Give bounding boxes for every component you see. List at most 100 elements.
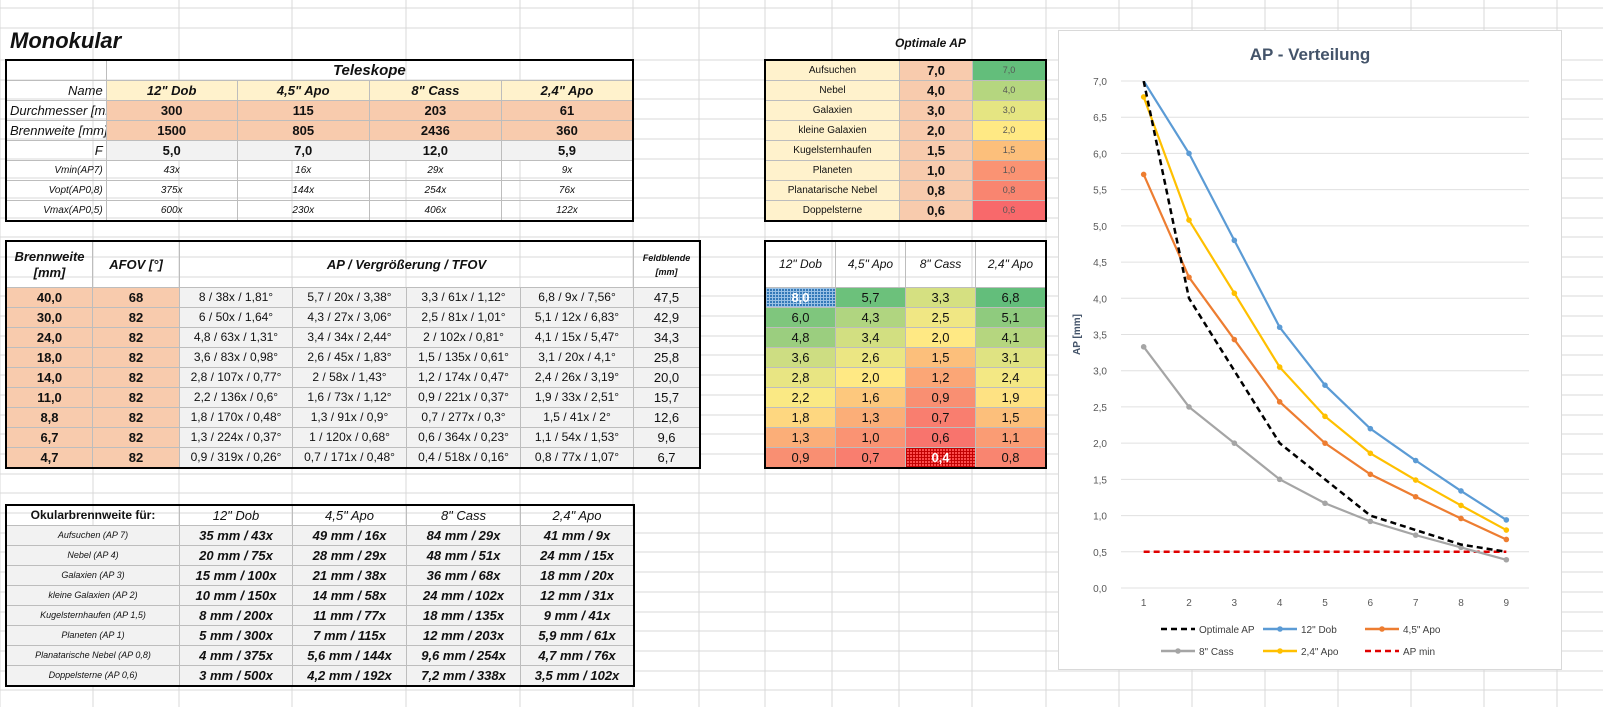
eyepiece-row: 8,8 82 1,8 / 170x / 0,48° 1,3 / 91x / 0,9° 0… (6, 407, 701, 428)
eyepiece-brennweite: 30,0 (6, 307, 93, 328)
series-line (1142, 346, 1507, 561)
eyepiece-ap-cell: 3,3 / 61x / 1,12° (406, 287, 521, 308)
okular-cell: 36 mm / 68x (406, 565, 521, 586)
okular-cell: 4 mm / 375x (179, 645, 293, 666)
ap-grid-cell: 2,0 (905, 327, 976, 348)
x-tick-label: 4 (1277, 598, 1283, 609)
optimal-ap-label: kleine Galaxien (765, 120, 900, 141)
eyepiece-row: 6,7 82 1,3 / 224x / 0,37° 1 / 120x / 0,68° 0… (6, 427, 701, 448)
optimal-ap-color-cell: 4,0 (972, 80, 1046, 101)
telescope-durchmesser-cell: 203 (368, 100, 502, 121)
legend-entry: Optimale AP (1161, 625, 1255, 636)
telescope-f-cell: 5,0 (105, 140, 238, 161)
optimal-ap-label: Planeten (765, 160, 900, 181)
series-point (1322, 500, 1328, 507)
okular-cell: 7,2 mm / 338x (406, 665, 521, 686)
telescope-vmax-cell: 406x (368, 200, 502, 221)
legend-entry: 12" Dob (1263, 625, 1337, 636)
telescope-row-brennweite: Brennweite [mm] 1500 805 2436 360 (6, 120, 634, 141)
eyepiece-ap-cell: 0,9 / 221x / 0,37° (406, 387, 521, 408)
optimal-ap-label: Planatarische Nebel (765, 180, 900, 201)
series-point (1186, 404, 1192, 410)
okular-cell: 35 mm / 43x (179, 525, 293, 546)
label-vopt: Vopt(AP0,8) (6, 180, 107, 201)
optimal-ap-value: 0,8 (899, 180, 973, 201)
x-tick-label: 3 (1232, 598, 1238, 609)
optimal-ap-row: Nebel 4,0 4,0 (765, 80, 1046, 101)
ap-grid-cell: 1,6 (835, 387, 906, 408)
series-point (1276, 399, 1283, 405)
ap-grid-cell: 0,6 (905, 427, 976, 448)
optimal-ap-title: Optimale AP (895, 36, 966, 50)
ap-grid-row: 3,6 2,6 1,5 3,1 (765, 347, 1046, 368)
label-name: Name (6, 80, 107, 101)
ap-grid-cell: 0,7 (905, 407, 976, 428)
x-tick-label: 9 (1504, 598, 1510, 609)
series-point (1140, 344, 1147, 350)
okular-row: Planatarische Nebel (AP 0,8) 4 mm / 375x 5… (6, 645, 634, 666)
series-point (1367, 450, 1374, 457)
okular-row-label: Kugelsternhaufen (AP 1,5) (6, 605, 180, 626)
okular-cell: 20 mm / 75x (179, 545, 293, 566)
eyepiece-ap-cell: 5,1 / 12x / 6,83° (519, 307, 635, 328)
optimal-ap-label: Doppelsterne (765, 200, 900, 221)
okular-cell: 5,9 mm / 61x (520, 625, 634, 646)
okular-cell: 4,7 mm / 76x (520, 645, 634, 666)
ap-grid-cell: 0,8 (975, 447, 1046, 468)
eyepiece-ap-cell: 5,7 / 20x / 3,38° (292, 287, 407, 308)
series-point (1322, 382, 1328, 389)
y-tick-label: 0,5 (1093, 548, 1107, 559)
okular-cell: 12 mm / 203x (406, 625, 521, 646)
eyepiece-brennweite: 18,0 (6, 347, 93, 368)
okular-column-header: 4,5" Apo (292, 505, 407, 526)
okular-cell: 48 mm / 51x (406, 545, 521, 566)
eyepiece-ap-cell: 1,5 / 135x / 0,61° (406, 347, 521, 368)
optimal-ap-value: 2,0 (899, 120, 973, 141)
y-tick-label: 6,0 (1093, 149, 1107, 160)
eyepiece-ap-cell: 1 / 120x / 0,68° (292, 427, 407, 448)
optimal-ap-row: Planeten 1,0 1,0 (765, 160, 1046, 181)
okular-row-label: Planeten (AP 1) (6, 625, 180, 646)
y-tick-label: 3,5 (1093, 331, 1107, 342)
ap-grid-cell: 2,5 (905, 307, 976, 328)
okular-cell: 9 mm / 41x (520, 605, 634, 626)
eyepiece-ap-cell: 2,4 / 26x / 3,19° (519, 367, 635, 388)
ap-grid-cell: 2,0 (835, 367, 906, 388)
y-tick-label: 1,0 (1093, 512, 1107, 523)
telescope-durchmesser-cell: 61 (500, 100, 634, 121)
okular-row-label: Galaxien (AP 3) (6, 565, 180, 586)
eyepiece-ap-cell: 2,6 / 45x / 1,83° (292, 347, 407, 368)
okular-cell: 5,6 mm / 144x (292, 645, 407, 666)
ap-grid-cell: 1,8 (765, 407, 836, 428)
ap-distribution-chart[interactable]: AP - Verteilung 0,0 0,5 1,0 1,5 2,0 2,5 3,0 3,5 4… (1058, 30, 1562, 670)
telescope-durchmesser-cell: 115 (236, 100, 370, 121)
okular-cell: 9,6 mm / 254x (406, 645, 521, 666)
ap-grid-cell: 3,1 (975, 347, 1046, 368)
y-tick-label: 2,5 (1093, 403, 1107, 414)
okular-header: Okularbrennweite für: (6, 505, 180, 526)
series-point (1322, 413, 1328, 420)
okular-cell: 7 mm / 115x (292, 625, 407, 646)
eyepiece-ap-cell: 1,1 / 54x / 1,53° (519, 427, 635, 448)
legend-marker (1277, 626, 1283, 632)
eyepiece-row: 11,0 82 2,2 / 136x / 0,6° 1,6 / 73x / 1,12°… (6, 387, 701, 408)
y-tick-label: 0,0 (1093, 584, 1107, 595)
optimal-ap-row: Aufsuchen 7,0 7,0 (765, 60, 1046, 81)
telescope-name-cell: 12" Dob (105, 80, 238, 101)
eyepiece-row: 18,0 82 3,6 / 83x / 0,98° 2,6 / 45x / 1,83°… (6, 347, 701, 368)
series-point (1231, 290, 1238, 297)
okular-cell: 28 mm / 29x (292, 545, 407, 566)
series-point (1503, 527, 1510, 533)
telescope-brennweite-cell: 360 (500, 120, 634, 141)
okular-cell: 3,5 mm / 102x (520, 665, 634, 686)
eyepiece-feldblende: 47,5 (633, 287, 701, 308)
eyepiece-ap-cell: 2 / 58x / 1,43° (292, 367, 407, 388)
telescope-row-vopt: Vopt(AP0,8) 375x 144x 254x 76x (6, 180, 634, 201)
ap-grid-cell: 6,8 (975, 287, 1046, 308)
series-point (1186, 274, 1192, 281)
series-point (1276, 364, 1283, 370)
eyepiece-ap-cell: 0,4 / 518x / 0,16° (406, 447, 521, 468)
optimal-ap-value: 4,0 (899, 80, 973, 101)
eyepiece-ap-cell: 2,5 / 81x / 1,01° (406, 307, 521, 328)
